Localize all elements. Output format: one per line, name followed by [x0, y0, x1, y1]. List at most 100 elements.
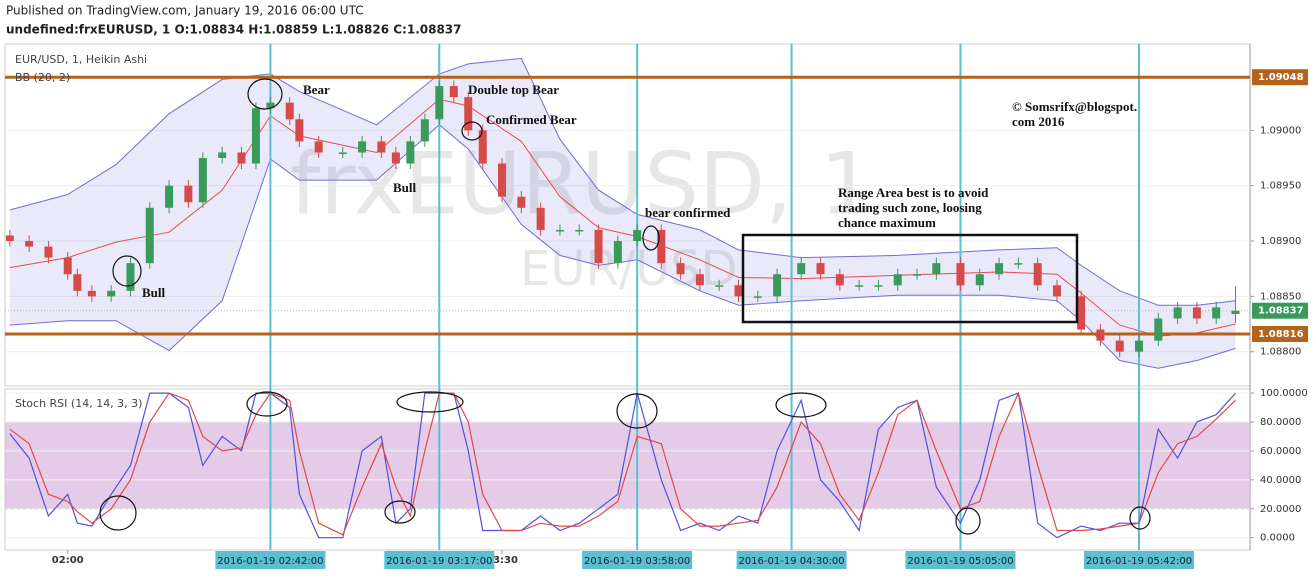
candle-body	[25, 241, 34, 247]
stoch-band	[5, 421, 1250, 509]
y-tick-label: 40.0000	[1260, 475, 1301, 486]
candle-body	[165, 185, 174, 208]
marker-label: 2016-01-19 05:05:00	[907, 556, 1013, 567]
candle-body	[1052, 285, 1061, 297]
marker-label: 2016-01-19 02:42:00	[217, 556, 323, 567]
candle-body	[107, 290, 116, 297]
highlight-circle	[616, 393, 658, 429]
candle-body	[498, 163, 507, 197]
stoch-line	[9, 391, 1236, 536]
annotation: Double top Bear	[468, 82, 559, 97]
candle-body	[420, 119, 429, 142]
annotation: Bull	[393, 180, 417, 195]
annotation: Confirmed Bear	[486, 112, 577, 127]
y-tick-label: 1.08950	[1260, 181, 1301, 192]
candle-body	[391, 152, 400, 164]
candle-body	[1014, 263, 1023, 265]
candle-body	[145, 207, 154, 264]
candle-body	[913, 274, 922, 276]
range-box	[741, 233, 1079, 324]
highlight-circle	[955, 507, 981, 535]
level-label: 1.09048	[1258, 72, 1304, 83]
candle-body	[715, 285, 724, 287]
y-tick-label: 1.08800	[1260, 347, 1301, 358]
marker-label-box	[736, 551, 847, 569]
candle-body	[956, 263, 965, 286]
y-tick-label: 20.0000	[1260, 504, 1301, 515]
candle-body	[126, 263, 135, 291]
level-label: 1.08816	[1258, 329, 1304, 340]
last-price-box	[1252, 302, 1308, 319]
candle-body	[63, 257, 72, 275]
candle-body	[1033, 263, 1042, 286]
marker-label-box	[384, 551, 495, 569]
candle-body	[555, 229, 564, 232]
watermark: EUR/USD	[520, 241, 738, 297]
y-tick-label: 1.08850	[1260, 291, 1301, 302]
y-tick-label: 0.0000	[1260, 533, 1295, 544]
last-price-label: 1.08837	[1258, 306, 1304, 317]
candle-body	[657, 229, 666, 264]
highlight-circle	[246, 391, 288, 417]
marker-label-box	[215, 551, 326, 569]
highlight-circle	[642, 225, 660, 251]
candle-body	[816, 263, 825, 275]
candle-body	[932, 263, 941, 275]
candle-body	[1231, 310, 1240, 315]
annotation: trading such zone, loosing	[838, 200, 982, 215]
candle-body	[5, 235, 14, 242]
symbol-line: undefined:frxEURUSD, 1 O:1.08834 H:1.088…	[6, 23, 462, 37]
candle-body	[633, 229, 642, 242]
highlight-circle	[384, 500, 416, 524]
highlight-circle	[461, 121, 483, 141]
marker-label-box	[582, 551, 693, 569]
annotation: chance maximum	[838, 215, 936, 230]
candle-body	[1115, 340, 1124, 352]
x-tick-label: 02:00	[52, 555, 84, 566]
level-box	[1252, 325, 1308, 342]
candle-body	[517, 196, 526, 208]
y-tick-label: 1.08900	[1260, 236, 1301, 247]
candle-body	[893, 274, 902, 286]
candle-body	[874, 285, 883, 287]
candle-body	[73, 274, 82, 291]
candle-body	[237, 152, 246, 164]
candle-body	[797, 263, 806, 275]
candle-body	[734, 285, 743, 297]
highlight-circle	[247, 78, 283, 110]
watermark: frxEURUSD, 1	[290, 134, 874, 234]
y-tick-label: 80.0000	[1260, 417, 1301, 428]
candle-body	[478, 130, 487, 164]
marker-label: 2016-01-19 03:17:00	[386, 556, 492, 567]
pane-title: Stoch RSI (14, 14, 3, 3)	[15, 397, 142, 410]
candle-body	[295, 119, 304, 142]
annotation: Bull	[142, 285, 166, 300]
candle-body	[358, 141, 367, 153]
highlight-circle	[99, 495, 137, 531]
pane-title: EUR/USD, 1, Heikin Ashi	[15, 53, 147, 66]
y-tick-label: 60.0000	[1260, 446, 1301, 457]
bb-fill	[9, 58, 1236, 369]
candle-body	[198, 158, 207, 203]
candle-body	[536, 207, 545, 230]
candle-body	[1135, 340, 1144, 352]
candle-body	[464, 97, 473, 131]
candle-body	[251, 108, 260, 164]
candle-body	[1154, 318, 1163, 341]
candle-body	[594, 229, 603, 264]
candle-body	[975, 274, 984, 286]
annotation: com 2016	[1012, 114, 1065, 129]
candle-body	[1173, 307, 1182, 319]
highlight-circle	[1129, 506, 1151, 530]
candle-body	[575, 229, 584, 232]
candle-body	[449, 86, 458, 98]
candle-body	[676, 263, 685, 275]
candle-body	[773, 274, 782, 297]
y-tick-label: 100.0000	[1260, 388, 1308, 399]
candle-body	[314, 141, 323, 153]
candle-body	[855, 285, 864, 287]
candle-body	[338, 152, 347, 154]
candle-body	[835, 274, 844, 286]
